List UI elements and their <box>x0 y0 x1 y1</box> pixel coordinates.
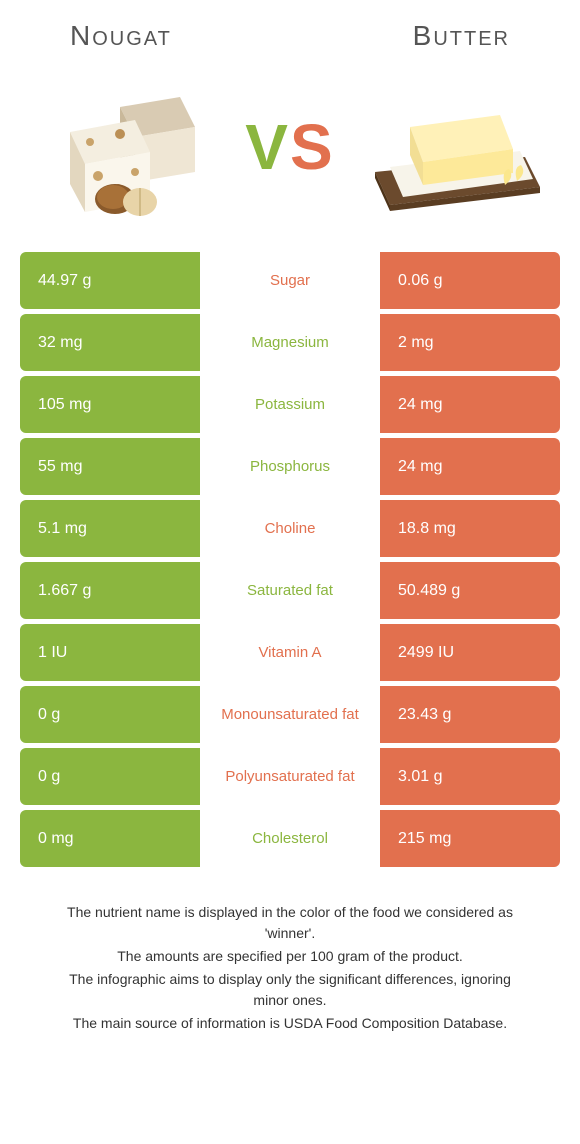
table-row: 32 mgMagnesium2 mg <box>20 314 560 371</box>
vs-label: VS <box>245 110 334 184</box>
footnotes: The nutrient name is displayed in the co… <box>50 902 530 1036</box>
footnote-line: The amounts are specified per 100 gram o… <box>50 946 530 967</box>
right-value: 23.43 g <box>380 686 560 743</box>
right-value: 50.489 g <box>380 562 560 619</box>
footnote-line: The nutrient name is displayed in the co… <box>50 902 530 944</box>
right-value: 24 mg <box>380 438 560 495</box>
footnote-line: The infographic aims to display only the… <box>50 969 530 1011</box>
butter-image <box>365 72 545 222</box>
right-value: 2 mg <box>380 314 560 371</box>
right-food-title: Butter <box>413 20 510 52</box>
left-value: 55 mg <box>20 438 200 495</box>
table-row: 1 IUVitamin A2499 IU <box>20 624 560 681</box>
nutrient-table: 44.97 gSugar0.06 g32 mgMagnesium2 mg105 … <box>20 252 560 872</box>
table-row: 55 mgPhosphorus24 mg <box>20 438 560 495</box>
nutrient-label: Saturated fat <box>200 562 380 619</box>
images-row: VS <box>0 62 580 252</box>
header-row: Nougat Butter <box>0 0 580 62</box>
left-value: 0 g <box>20 748 200 805</box>
table-row: 44.97 gSugar0.06 g <box>20 252 560 309</box>
table-row: 105 mgPotassium24 mg <box>20 376 560 433</box>
left-value: 105 mg <box>20 376 200 433</box>
nougat-image <box>35 72 215 222</box>
right-value: 2499 IU <box>380 624 560 681</box>
right-value: 24 mg <box>380 376 560 433</box>
table-row: 0 gMonounsaturated fat23.43 g <box>20 686 560 743</box>
table-row: 0 mgCholesterol215 mg <box>20 810 560 867</box>
right-value: 3.01 g <box>380 748 560 805</box>
nutrient-label: Monounsaturated fat <box>200 686 380 743</box>
left-food-title: Nougat <box>70 20 172 52</box>
left-value: 0 mg <box>20 810 200 867</box>
table-row: 0 gPolyunsaturated fat3.01 g <box>20 748 560 805</box>
table-row: 5.1 mgCholine18.8 mg <box>20 500 560 557</box>
right-value: 18.8 mg <box>380 500 560 557</box>
left-value: 32 mg <box>20 314 200 371</box>
nutrient-label: Cholesterol <box>200 810 380 867</box>
nutrient-label: Polyunsaturated fat <box>200 748 380 805</box>
left-value: 0 g <box>20 686 200 743</box>
left-value: 1.667 g <box>20 562 200 619</box>
vs-s: S <box>290 111 335 183</box>
nutrient-label: Magnesium <box>200 314 380 371</box>
nutrient-label: Phosphorus <box>200 438 380 495</box>
left-value: 1 IU <box>20 624 200 681</box>
left-value: 5.1 mg <box>20 500 200 557</box>
vs-v: V <box>245 111 290 183</box>
nutrient-label: Choline <box>200 500 380 557</box>
left-value: 44.97 g <box>20 252 200 309</box>
footnote-line: The main source of information is USDA F… <box>50 1013 530 1034</box>
table-row: 1.667 gSaturated fat50.489 g <box>20 562 560 619</box>
nutrient-label: Vitamin A <box>200 624 380 681</box>
nutrient-label: Potassium <box>200 376 380 433</box>
right-value: 215 mg <box>380 810 560 867</box>
right-value: 0.06 g <box>380 252 560 309</box>
nutrient-label: Sugar <box>200 252 380 309</box>
